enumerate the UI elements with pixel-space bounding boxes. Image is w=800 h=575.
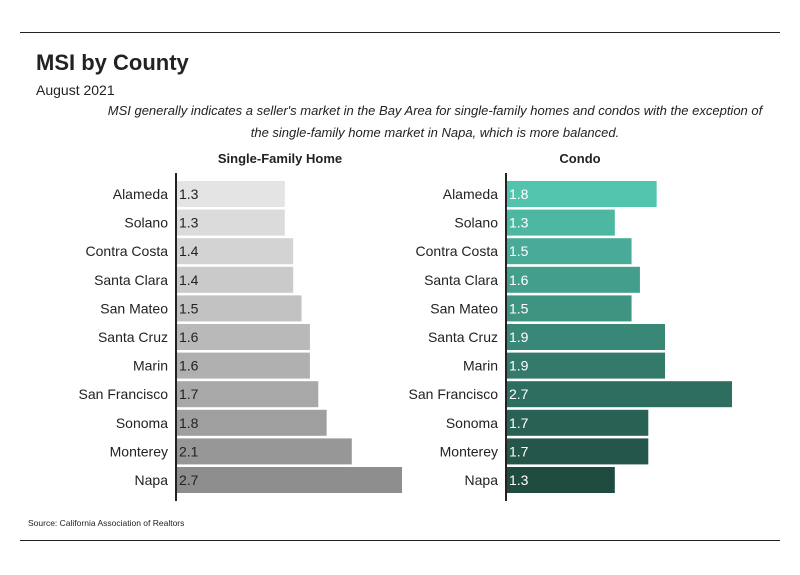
condo-bar [506, 324, 666, 350]
single-family-bar [176, 409, 327, 436]
single-family-bar [176, 209, 285, 236]
single-family-chart: Single-Family Home Alameda 1.3 Solano 1.3 Con… [79, 151, 402, 501]
condo-value-label: 1.8 [509, 186, 529, 202]
single-family-value-label: 1.6 [179, 358, 199, 374]
condo-value-label: 1.5 [509, 300, 529, 316]
condo-bar [506, 295, 632, 322]
condo-value-label: 1.5 [509, 243, 529, 259]
single-family-bar [176, 238, 294, 265]
single-family-bar [176, 467, 402, 493]
condo-bar [506, 381, 732, 408]
single-family-bar [176, 324, 310, 350]
single-family-category-label: Sonoma [116, 415, 168, 431]
condo-bar [506, 266, 640, 293]
single-family-value-label: 1.4 [179, 272, 199, 288]
condo-bar [506, 181, 657, 207]
condo-category-label: Santa Cruz [428, 329, 498, 345]
single-family-category-label: Marin [133, 358, 168, 374]
condo-category-label: Napa [465, 472, 499, 488]
condo-value-label: 1.3 [509, 472, 529, 488]
condo-value-label: 1.9 [509, 329, 529, 345]
single-family-category-label: Solano [124, 215, 168, 231]
condo-category-label: Marin [463, 358, 498, 374]
single-family-category-label: Santa Clara [94, 272, 168, 288]
condo-chart: Condo Alameda 1.8 Solano 1.3 Contra Costa 1.5 S… [409, 151, 732, 501]
single-family-value-label: 1.8 [179, 415, 199, 431]
top-rule [20, 32, 780, 33]
single-family-category-label: Santa Cruz [98, 329, 168, 345]
condo-value-label: 1.3 [509, 215, 529, 231]
single-family-value-label: 1.7 [179, 386, 199, 402]
single-family-category-label: San Francisco [79, 386, 169, 402]
condo-category-label: Sonoma [446, 415, 498, 431]
single-family-category-label: Contra Costa [86, 243, 169, 259]
chart-subtitle: August 2021 [36, 82, 115, 98]
condo-category-label: Alameda [443, 186, 498, 202]
single-family-value-label: 1.3 [179, 186, 199, 202]
condo-category-label: Solano [454, 215, 498, 231]
condo-value-label: 1.9 [509, 358, 529, 374]
condo-value-label: 2.7 [509, 386, 529, 402]
condo-bar [506, 209, 615, 236]
condo-value-label: 1.6 [509, 272, 529, 288]
single-family-bar [176, 181, 285, 207]
chart-note: MSI generally indicates a seller's marke… [107, 103, 763, 140]
condo-bar [506, 352, 666, 379]
condo-bar [506, 438, 649, 465]
single-family-category-label: Napa [135, 472, 169, 488]
single-family-bar [176, 438, 352, 465]
source-note: Source: California Association of Realto… [28, 518, 185, 528]
bottom-rule [20, 540, 780, 541]
condo-category-label: Monterey [440, 443, 498, 459]
single-family-value-label: 1.3 [179, 215, 199, 231]
single-family-category-label: Alameda [113, 186, 168, 202]
single-family-category-label: San Mateo [100, 300, 168, 316]
single-family-bar [176, 381, 319, 408]
condo-panel-title: Condo [559, 151, 600, 166]
condo-bar [506, 238, 632, 265]
single-family-panel-title: Single-Family Home [218, 151, 342, 166]
chart-title: MSI by County [36, 50, 189, 75]
single-family-value-label: 1.5 [179, 300, 199, 316]
single-family-bar [176, 352, 310, 379]
single-family-bar [176, 266, 294, 293]
condo-bar [506, 409, 649, 436]
condo-category-label: Contra Costa [416, 243, 499, 259]
single-family-value-label: 1.6 [179, 329, 199, 345]
single-family-bar [176, 295, 302, 322]
single-family-value-label: 2.7 [179, 472, 199, 488]
condo-category-label: San Francisco [409, 386, 499, 402]
condo-bar [506, 467, 615, 493]
condo-value-label: 1.7 [509, 443, 529, 459]
condo-value-label: 1.7 [509, 415, 529, 431]
condo-category-label: Santa Clara [424, 272, 498, 288]
single-family-value-label: 1.4 [179, 243, 199, 259]
single-family-value-label: 2.1 [179, 443, 199, 459]
single-family-category-label: Monterey [110, 443, 168, 459]
condo-category-label: San Mateo [430, 300, 498, 316]
